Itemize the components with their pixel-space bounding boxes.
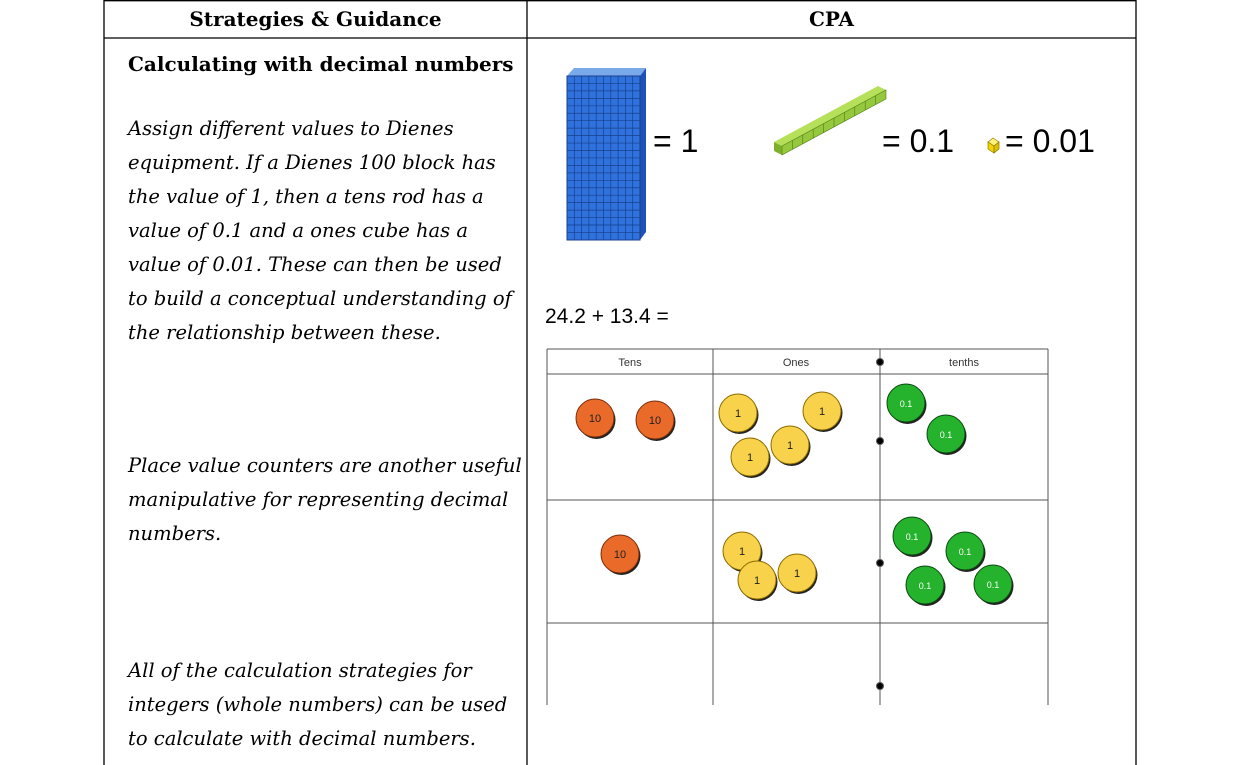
counter [575,398,615,438]
counter-label: 1 [739,546,745,558]
counter [737,560,777,600]
counter-label: 1 [819,406,825,418]
counter [802,391,842,431]
counter-label: 1 [794,568,800,580]
dienes-block [566,68,646,241]
counter-label: 0.1 [906,532,919,542]
place-value-content: Tens Ones tenths 10 10 1 1 1 1 0.1 0.1 10 1 1 1 0.1 0.1 0… [575,357,1014,606]
heading: Calculating with decimal numbers [128,52,514,76]
counter-label: 10 [614,549,626,561]
dienes-rod [774,86,887,156]
counter [777,553,817,593]
equation: 24.2 + 13.4 = [545,305,669,328]
counter-label: 0.1 [919,581,932,591]
column-label: Tens [618,357,642,369]
column-label: tenths [949,357,979,369]
counter [635,400,675,440]
column-label: Ones [783,357,810,369]
dienes-label: = 0.1 [882,123,954,159]
column-header: Strategies & Guidance [189,7,442,31]
counter-label: 0.1 [959,547,972,557]
counter [945,531,985,571]
paragraph: All of the calculation strategies for in… [128,659,508,750]
place-value-grid [546,348,1049,705]
counter [892,516,932,556]
dienes-label: = 1 [653,123,698,159]
counter-label: 1 [754,575,760,587]
dienes-cube [987,137,1000,154]
counter [905,565,945,605]
counter-label: 1 [747,452,753,464]
dienes-label: = 0.01 [1005,123,1095,159]
counter [926,414,966,454]
counter [718,393,758,433]
counter-label: 10 [589,413,601,425]
counter [600,534,640,574]
counter-label: 10 [649,415,661,427]
counter-label: 0.1 [900,399,913,409]
paragraph: Assign different values to Dienes equipm… [128,117,512,344]
counter-label: 1 [735,408,741,420]
table-borders [103,0,1137,765]
counter-label: 0.1 [940,430,953,440]
counter [770,425,810,465]
counter [973,564,1013,604]
paragraph: Place value counters are another useful … [128,454,522,545]
counter-label: 1 [787,440,793,452]
counter [886,383,926,423]
counter [730,437,770,477]
column-header: CPA [808,7,855,31]
counter-label: 0.1 [987,580,1000,590]
